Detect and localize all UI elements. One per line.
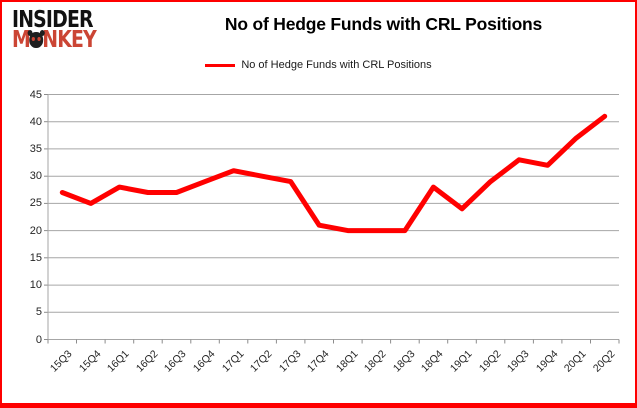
y-tick-label: 15	[29, 251, 42, 264]
y-tick-label: 5	[35, 306, 42, 319]
legend-series-label: No of Hedge Funds with CRL Positions	[241, 59, 432, 71]
y-tick-label: 10	[29, 279, 42, 292]
monkey-face-icon	[27, 30, 45, 48]
logo-text-monkey: M NKEY	[12, 27, 97, 53]
y-tick-label: 30	[29, 170, 42, 183]
chart-legend: No of Hedge Funds with CRL Positions	[2, 59, 635, 71]
y-tick-label: 20	[29, 224, 42, 237]
y-tick-label: 45	[29, 88, 42, 101]
y-tick-label: 40	[29, 115, 42, 128]
y-tick-label: 0	[35, 333, 42, 346]
y-tick-label: 35	[29, 142, 42, 155]
insider-monkey-logo: INSIDER M NKEY	[12, 9, 114, 52]
logo-text-insider: INSIDER	[12, 7, 94, 33]
y-tick-label: 25	[29, 197, 42, 210]
legend-line-swatch	[205, 63, 236, 67]
chart-title: No of Hedge Funds with CRL Positions	[224, 14, 543, 34]
